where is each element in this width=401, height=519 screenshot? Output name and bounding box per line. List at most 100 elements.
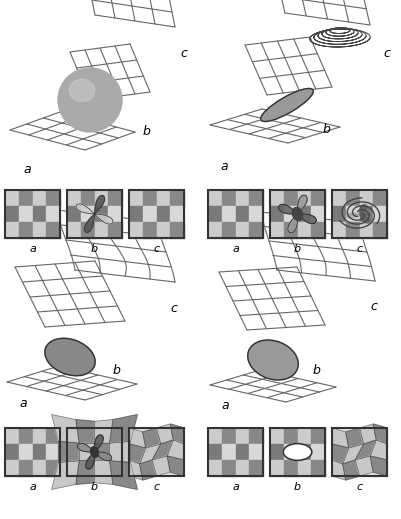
Text: b: b: [294, 244, 301, 254]
Polygon shape: [355, 456, 373, 476]
Polygon shape: [346, 428, 364, 448]
Polygon shape: [95, 420, 113, 444]
Bar: [46, 444, 60, 460]
Bar: [67, 206, 81, 222]
Bar: [235, 428, 249, 444]
Bar: [249, 444, 263, 460]
Bar: [332, 190, 387, 238]
Polygon shape: [143, 428, 161, 448]
Bar: [311, 190, 325, 206]
Bar: [235, 190, 249, 206]
Bar: [284, 222, 298, 238]
Polygon shape: [343, 444, 364, 464]
Polygon shape: [109, 442, 130, 462]
Bar: [170, 190, 184, 206]
Bar: [373, 222, 387, 238]
Polygon shape: [95, 460, 113, 484]
Text: b: b: [91, 482, 98, 492]
Bar: [170, 206, 184, 222]
Bar: [346, 222, 360, 238]
Bar: [298, 444, 311, 460]
Text: a: a: [221, 399, 229, 412]
Bar: [298, 190, 311, 206]
Polygon shape: [129, 428, 146, 448]
Bar: [19, 222, 32, 238]
Ellipse shape: [292, 208, 303, 221]
Bar: [67, 190, 81, 206]
Bar: [5, 428, 60, 476]
Polygon shape: [52, 461, 79, 489]
Bar: [235, 460, 249, 476]
Bar: [270, 444, 284, 460]
Polygon shape: [332, 460, 346, 480]
Polygon shape: [288, 214, 298, 233]
Bar: [332, 190, 346, 206]
Bar: [208, 428, 222, 444]
Bar: [311, 222, 325, 238]
Text: b: b: [113, 364, 121, 377]
Bar: [95, 206, 108, 222]
Bar: [332, 190, 387, 238]
Text: a: a: [232, 244, 239, 254]
Bar: [46, 460, 60, 476]
Bar: [19, 444, 32, 460]
Polygon shape: [298, 195, 307, 214]
Polygon shape: [156, 424, 173, 444]
Bar: [235, 444, 249, 460]
Bar: [129, 190, 184, 238]
Text: a: a: [19, 397, 26, 410]
Bar: [222, 444, 235, 460]
Text: c: c: [356, 482, 363, 492]
Bar: [270, 190, 325, 238]
Bar: [311, 206, 325, 222]
Bar: [332, 222, 346, 238]
Polygon shape: [85, 214, 95, 233]
Bar: [360, 222, 373, 238]
Polygon shape: [355, 440, 376, 460]
Bar: [19, 428, 32, 444]
Bar: [129, 190, 143, 206]
Bar: [156, 222, 170, 238]
Bar: [67, 190, 122, 238]
Bar: [311, 444, 325, 460]
Bar: [5, 428, 19, 444]
Bar: [208, 190, 263, 238]
Bar: [249, 206, 263, 222]
Polygon shape: [86, 452, 95, 469]
Bar: [284, 460, 298, 476]
Bar: [46, 190, 60, 206]
Polygon shape: [332, 428, 349, 448]
Bar: [108, 206, 122, 222]
Bar: [32, 428, 46, 444]
Polygon shape: [95, 452, 111, 461]
Polygon shape: [109, 461, 137, 489]
Bar: [67, 428, 122, 476]
Bar: [32, 460, 46, 476]
Bar: [5, 444, 19, 460]
Bar: [235, 206, 249, 222]
Ellipse shape: [261, 88, 313, 121]
Bar: [5, 190, 60, 238]
Polygon shape: [76, 204, 95, 214]
Bar: [5, 222, 19, 238]
Text: c: c: [180, 47, 187, 60]
Bar: [249, 222, 263, 238]
Bar: [298, 222, 311, 238]
Bar: [170, 222, 184, 238]
Bar: [32, 222, 46, 238]
Bar: [156, 206, 170, 222]
Bar: [332, 428, 387, 476]
Bar: [208, 460, 222, 476]
Bar: [95, 190, 108, 206]
Text: b: b: [294, 482, 301, 492]
Bar: [346, 190, 360, 206]
Polygon shape: [360, 424, 376, 444]
Bar: [298, 460, 311, 476]
Bar: [270, 428, 325, 476]
Bar: [270, 222, 284, 238]
Bar: [249, 190, 263, 206]
Bar: [284, 206, 298, 222]
Polygon shape: [370, 440, 387, 460]
Bar: [81, 190, 95, 206]
Bar: [270, 428, 284, 444]
